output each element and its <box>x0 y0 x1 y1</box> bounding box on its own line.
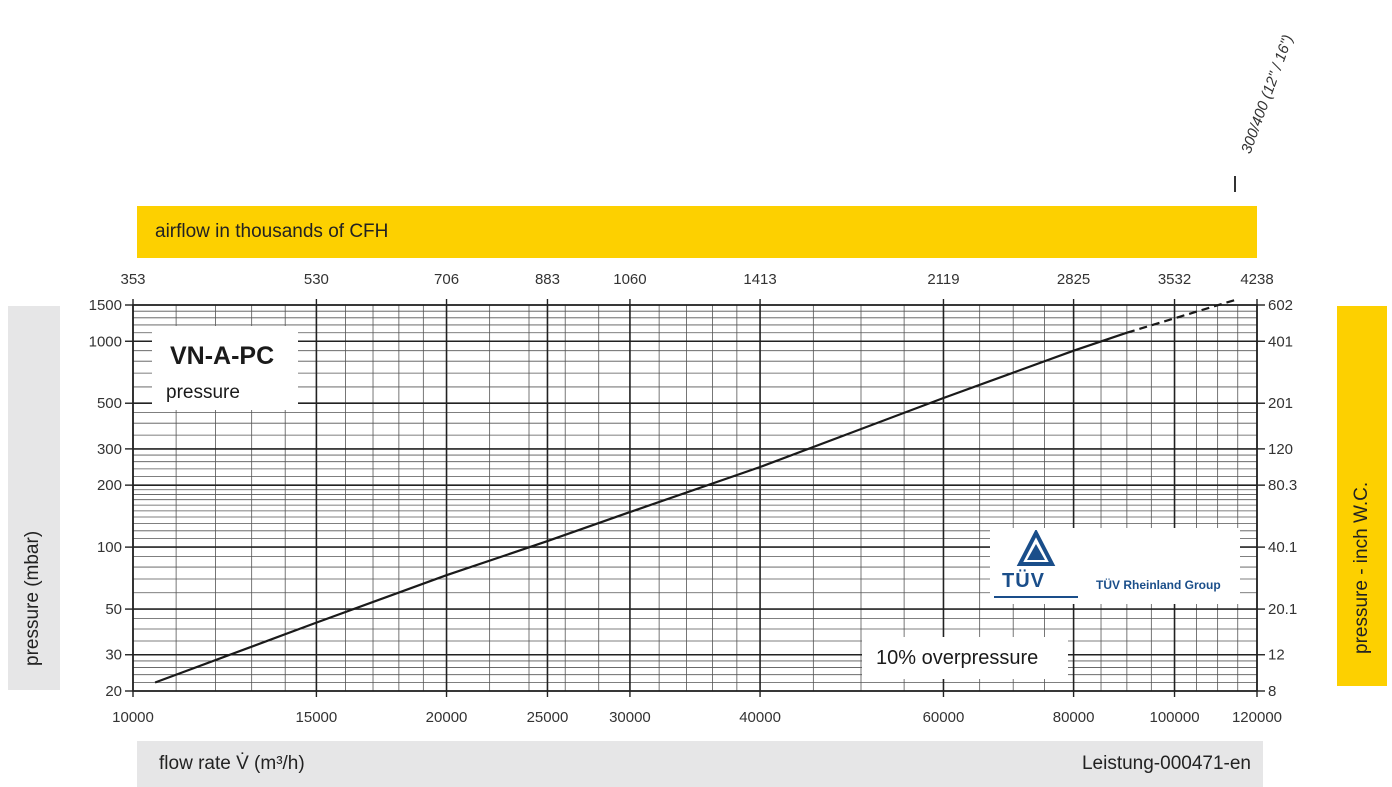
series-line-solid <box>154 331 1128 684</box>
tuv-triangle-icon <box>1016 530 1056 566</box>
bottom-axis-title: flow rate V̇ (m³/h) <box>159 753 305 774</box>
x-tick-label: 100000 <box>1149 709 1199 726</box>
x-tick-label: 15000 <box>296 709 338 726</box>
tuv-group-text: TÜV Rheinland Group <box>1096 578 1221 592</box>
right-tick-label: 602 <box>1268 297 1293 314</box>
right-tick-label: 8 <box>1268 683 1276 700</box>
right-tick-label: 40.1 <box>1268 539 1297 556</box>
x-tick-label: 20000 <box>426 709 468 726</box>
y-tick-label: 30 <box>105 647 122 664</box>
size-label-tick <box>1234 176 1236 192</box>
overpressure-label: 10% overpressure <box>876 647 1039 669</box>
tuv-logo: TÜV TÜV Rheinland Group <box>990 528 1240 604</box>
x-tick-label: 25000 <box>527 709 569 726</box>
top-tick-label: 530 <box>304 271 329 288</box>
right-tick-label: 20.1 <box>1268 601 1297 618</box>
x-tick-label: 40000 <box>739 709 781 726</box>
plot-frame <box>132 304 1258 692</box>
top-tick-label: 353 <box>120 271 145 288</box>
left-axis-title: pressure (mbar) <box>22 530 43 666</box>
top-tick-label: 883 <box>535 271 560 288</box>
tuv-mark-text: TÜV <box>1002 570 1045 592</box>
tuv-underline <box>994 596 1078 598</box>
right-axis-title: pressure - inch W.C. <box>1351 481 1372 654</box>
y-tick-label: 500 <box>97 395 122 412</box>
top-tick-label: 3532 <box>1158 271 1191 288</box>
top-tick-label: 2119 <box>927 271 959 288</box>
top-tick-label: 706 <box>434 271 459 288</box>
top-axis-title: airflow in thousands of CFH <box>155 221 389 242</box>
right-tick-label: 401 <box>1268 333 1293 350</box>
y-tick-label: 1500 <box>89 297 122 314</box>
y-tick-label: 200 <box>97 477 122 494</box>
overpressure-label-box: 10% overpressure <box>862 637 1068 679</box>
product-label-box: VN-A-PC pressure <box>152 326 298 410</box>
x-tick-label: 30000 <box>609 709 651 726</box>
x-tick-label: 80000 <box>1053 709 1095 726</box>
right-tick-label: 201 <box>1268 395 1293 412</box>
product-subtitle: pressure <box>166 382 240 403</box>
top-tick-label: 2825 <box>1057 271 1090 288</box>
top-tick-label: 4238 <box>1240 271 1273 288</box>
figure-code: Leistung-000471-en <box>1081 753 1251 774</box>
y-tick-label: 20 <box>105 683 122 700</box>
y-tick-label: 50 <box>105 601 122 618</box>
right-tick-label: 12 <box>1268 647 1285 664</box>
top-tick-label: 1060 <box>613 271 646 288</box>
y-tick-label: 100 <box>97 539 122 556</box>
top-tick-label: 1413 <box>743 271 776 288</box>
x-tick-label: 120000 <box>1232 709 1282 726</box>
bottom-axis-title-band: flow rate V̇ (m³/h) Leistung-000471-en <box>137 741 1263 787</box>
y-tick-label: 300 <box>97 441 122 458</box>
product-title: VN-A-PC <box>170 342 275 370</box>
top-axis-title-band: airflow in thousands of CFH <box>137 206 1257 258</box>
y-tick-label: 1000 <box>89 333 122 350</box>
right-tick-label: 80.3 <box>1268 477 1297 494</box>
x-tick-label: 10000 <box>112 709 154 726</box>
x-tick-label: 60000 <box>923 709 965 726</box>
left-axis-title-band: pressure (mbar) <box>8 306 60 690</box>
right-axis-title-band: pressure - inch W.C. <box>1337 306 1387 686</box>
right-tick-label: 120 <box>1268 441 1293 458</box>
series-line-dashed <box>1126 298 1239 334</box>
